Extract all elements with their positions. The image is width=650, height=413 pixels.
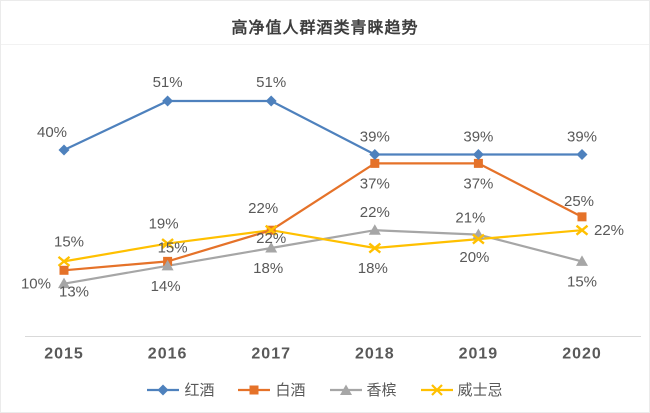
chart-legend: 红酒 白酒 香槟 威士忌 (1, 379, 649, 400)
data-label-red-wine-2017: 51% (256, 74, 286, 91)
title-divider (1, 44, 649, 45)
data-point-red-wine (162, 95, 174, 107)
data-point-champagne (265, 242, 278, 253)
data-point-baijiu (577, 212, 587, 222)
data-point-whisky (264, 224, 278, 236)
data-label-whisky-2016: 19% (149, 216, 179, 233)
data-label-baijiu-2018: 37% (360, 175, 390, 192)
data-point-red-wine (576, 148, 588, 160)
legend-label-baijiu: 白酒 (275, 382, 306, 399)
data-point-baijiu (59, 265, 69, 275)
legend-item-baijiu: 白酒 (238, 379, 306, 400)
data-point-champagne (368, 224, 381, 235)
data-label-champagne-2016: 14% (151, 278, 181, 295)
x-axis-label-2017: 2017 (251, 346, 291, 363)
data-label-whisky-2017: 22% (248, 200, 278, 217)
data-point-red-wine (265, 95, 277, 107)
legend-label-champagne: 香槟 (366, 382, 397, 399)
chart-title: 高净值人群酒类青睐趋势 (231, 20, 419, 37)
data-label-champagne-2020: 15% (567, 273, 597, 290)
data-label-champagne-2018: 22% (360, 204, 390, 221)
data-label-whisky-2020: 22% (594, 222, 624, 239)
data-label-red-wine-2018: 39% (360, 128, 390, 145)
data-point-champagne (576, 255, 588, 266)
legend-label-red-wine: 红酒 (184, 382, 215, 399)
x-axis-label-2016: 2016 (148, 346, 188, 363)
x-axis-label-2019: 2019 (459, 346, 499, 363)
data-label-whisky-2015: 15% (54, 233, 84, 250)
data-label-champagne-2015: 10% (21, 276, 51, 293)
data-label-champagne-2019: 21% (455, 210, 485, 227)
data-point-champagne (58, 277, 70, 289)
data-label-champagne-2017: 18% (253, 260, 283, 277)
data-point-baijiu (370, 158, 380, 168)
data-label-baijiu-2015: 13% (59, 283, 89, 300)
data-label-baijiu-2016: 15% (158, 239, 188, 256)
diamond-marker-icon (147, 384, 180, 395)
legend-item-whisky: 威士忌 (420, 379, 503, 400)
data-label-baijiu-2020: 25% (564, 193, 594, 210)
data-point-whisky (57, 255, 71, 267)
legend-label-whisky: 威士忌 (457, 382, 503, 399)
data-label-red-wine-2020: 39% (567, 128, 597, 145)
data-label-whisky-2018: 18% (358, 260, 388, 277)
data-point-red-wine (58, 144, 70, 156)
triangle-marker-icon (329, 384, 362, 395)
data-point-red-wine (369, 148, 381, 160)
legend-item-red-wine: 红酒 (147, 379, 214, 400)
x-axis-label-2020: 2020 (562, 346, 602, 363)
x-axis-label-2015: 2015 (44, 346, 84, 363)
data-point-baijiu (473, 158, 483, 168)
series-line-baijiu (63, 162, 583, 272)
data-point-whisky (161, 238, 174, 249)
data-point-champagne (161, 259, 174, 271)
x-marker-icon (420, 383, 453, 396)
legend-item-champagne: 香槟 (329, 379, 397, 400)
series-line-red-wine (63, 99, 582, 156)
series-line-whisky (63, 229, 583, 263)
data-point-whisky (472, 233, 485, 245)
data-point-whisky (575, 224, 589, 236)
data-label-baijiu-2019: 37% (463, 175, 493, 192)
data-label-baijiu-2017: 22% (256, 230, 286, 247)
square-marker-icon (238, 385, 271, 394)
data-label-red-wine-2019: 39% (463, 128, 493, 145)
data-label-whisky-2019: 20% (459, 249, 489, 266)
data-label-red-wine-2015: 40% (37, 124, 67, 141)
data-point-whisky (368, 242, 382, 254)
data-point-red-wine (472, 148, 484, 160)
x-axis-label-2018: 2018 (355, 346, 395, 363)
data-label-red-wine-2016: 51% (153, 74, 183, 91)
